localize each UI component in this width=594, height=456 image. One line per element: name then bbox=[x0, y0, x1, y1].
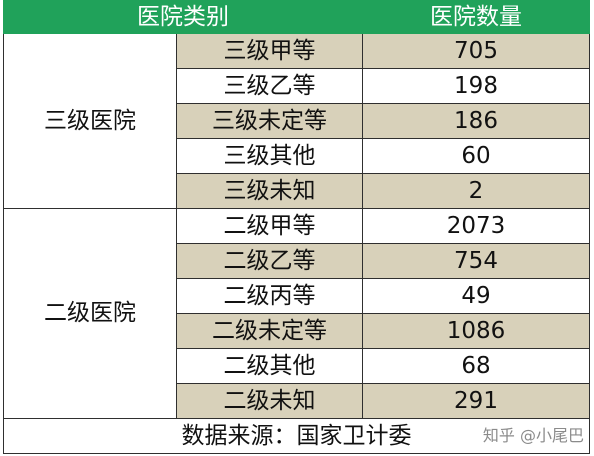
source-row: 数据来源：国家卫计委 bbox=[3, 418, 590, 454]
row-count: 754 bbox=[362, 243, 590, 279]
table-row: 二级未定等 1086 bbox=[4, 313, 590, 349]
row-label: 二级未知 bbox=[176, 383, 363, 419]
row-count: 2 bbox=[362, 173, 590, 209]
row-label: 二级未定等 bbox=[176, 313, 363, 349]
hospital-table: 医院类别 医院数量 三级医院 三级甲等 705 三级乙等 198 三级未定等 1… bbox=[3, 0, 590, 454]
table-row: 三级其他 60 bbox=[4, 138, 590, 174]
watermark-text: 知乎 @小尾巴 bbox=[482, 426, 584, 445]
row-label: 二级乙等 bbox=[176, 243, 363, 279]
row-label: 二级丙等 bbox=[176, 278, 363, 314]
row-count: 2073 bbox=[362, 208, 590, 244]
row-count: 291 bbox=[362, 383, 590, 419]
row-label: 三级未知 bbox=[176, 173, 363, 209]
header-count: 医院数量 bbox=[362, 0, 590, 34]
row-label: 二级其他 bbox=[176, 348, 363, 384]
row-label: 二级甲等 bbox=[176, 208, 363, 244]
row-count: 198 bbox=[362, 68, 590, 104]
table-row: 三级医院 三级甲等 705 bbox=[3, 33, 590, 209]
group-cell-tier2: 二级医院 bbox=[3, 208, 177, 419]
table-row: 二级其他 68 bbox=[4, 348, 590, 384]
table-row: 二级丙等 49 bbox=[4, 278, 590, 314]
row-label: 三级甲等 bbox=[176, 33, 363, 69]
table-row: 二级医院 二级甲等 2073 bbox=[3, 208, 590, 419]
table-row: 二级乙等 754 bbox=[4, 243, 590, 279]
table-row: 三级乙等 198 bbox=[4, 68, 590, 104]
row-label: 三级其他 bbox=[176, 138, 363, 174]
table-header-row: 医院类别 医院数量 bbox=[3, 0, 590, 34]
group-cell-tier3: 三级医院 bbox=[3, 33, 177, 209]
row-count: 1086 bbox=[362, 313, 590, 349]
row-count: 49 bbox=[362, 278, 590, 314]
row-count: 186 bbox=[362, 103, 590, 139]
header-category: 医院类别 bbox=[3, 0, 363, 34]
row-count: 705 bbox=[362, 33, 590, 69]
row-label: 三级未定等 bbox=[176, 103, 363, 139]
source-note: 数据来源：国家卫计委 bbox=[3, 418, 590, 454]
row-count: 60 bbox=[362, 138, 590, 174]
row-count: 68 bbox=[362, 348, 590, 384]
table-row: 三级未定等 186 bbox=[4, 103, 590, 139]
row-label: 三级乙等 bbox=[176, 68, 363, 104]
table-row: 三级未知 2 bbox=[4, 173, 590, 209]
